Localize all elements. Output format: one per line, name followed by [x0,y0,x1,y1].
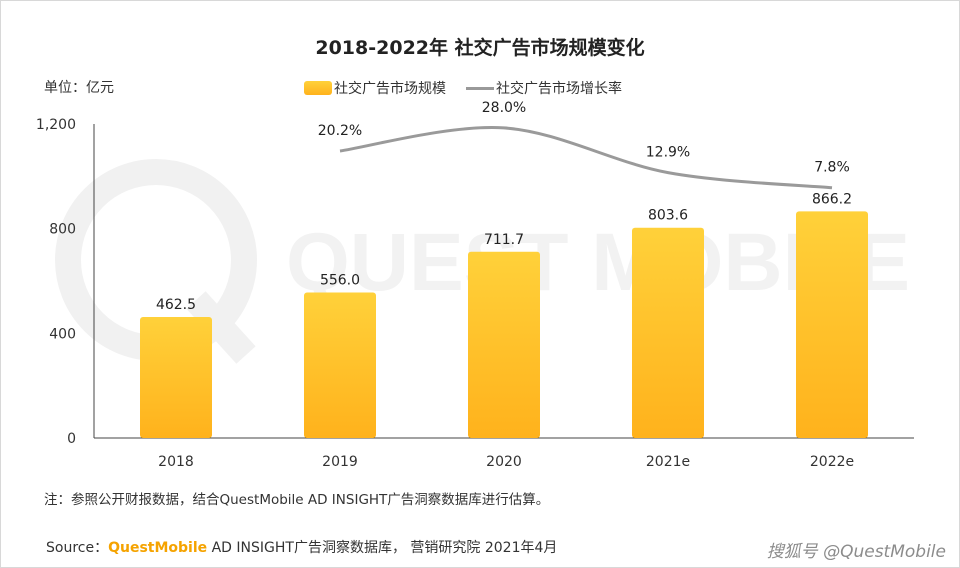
bar-value-label: 462.5 [156,297,196,313]
footnote: 注：参照公开财报数据，结合QuestMobile AD INSIGHT广告洞察数… [44,492,550,508]
bar [304,292,376,438]
legend-line-label: 社交广告市场增长率 [496,81,622,97]
x-tick-label: 2020 [486,454,522,470]
y-tick-label: 0 [67,431,76,447]
bar [796,211,868,438]
y-tick-label: 1,200 [36,117,76,133]
x-tick-label: 2019 [322,454,358,470]
growth-value-label: 20.2% [318,123,362,139]
bar [140,316,212,438]
growth-value-label: 12.9% [646,145,690,161]
growth-value-label: 7.8% [814,160,850,176]
bar-value-label: 866.2 [812,191,852,207]
legend-bar-label: 社交广告市场规模 [334,81,446,97]
y-tick-label: 800 [49,222,76,238]
x-tick-label: 2022e [810,454,854,470]
legend-bar-swatch [304,81,332,95]
growth-value-label: 28.0% [482,100,526,116]
y-tick-label: 400 [49,326,76,342]
source-brand: QuestMobile [108,540,208,556]
legend-line-swatch [466,86,494,90]
bar-value-label: 711.7 [484,232,524,248]
growth-line [339,126,833,190]
bar-value-label: 803.6 [648,208,688,224]
bar-value-label: 556.0 [320,273,360,289]
source-line: Source：QuestMobile AD INSIGHT广告洞察数据库， 营销… [46,537,557,557]
x-tick-label: 2021e [646,454,690,470]
source-rest: AD INSIGHT广告洞察数据库， 营销研究院 2021年4月 [207,540,558,556]
bar [632,227,704,438]
legend: 社交广告市场规模 社交广告市场增长率 [304,78,622,98]
bar [468,251,540,438]
unit-label: 单位：亿元 [44,80,114,96]
x-tick-label: 2018 [158,454,194,470]
corner-watermark: 搜狐号 @QuestMobile [766,542,946,562]
source-prefix: Source： [46,540,109,556]
chart-title: 2018-2022年 社交广告市场规模变化 [315,37,645,59]
